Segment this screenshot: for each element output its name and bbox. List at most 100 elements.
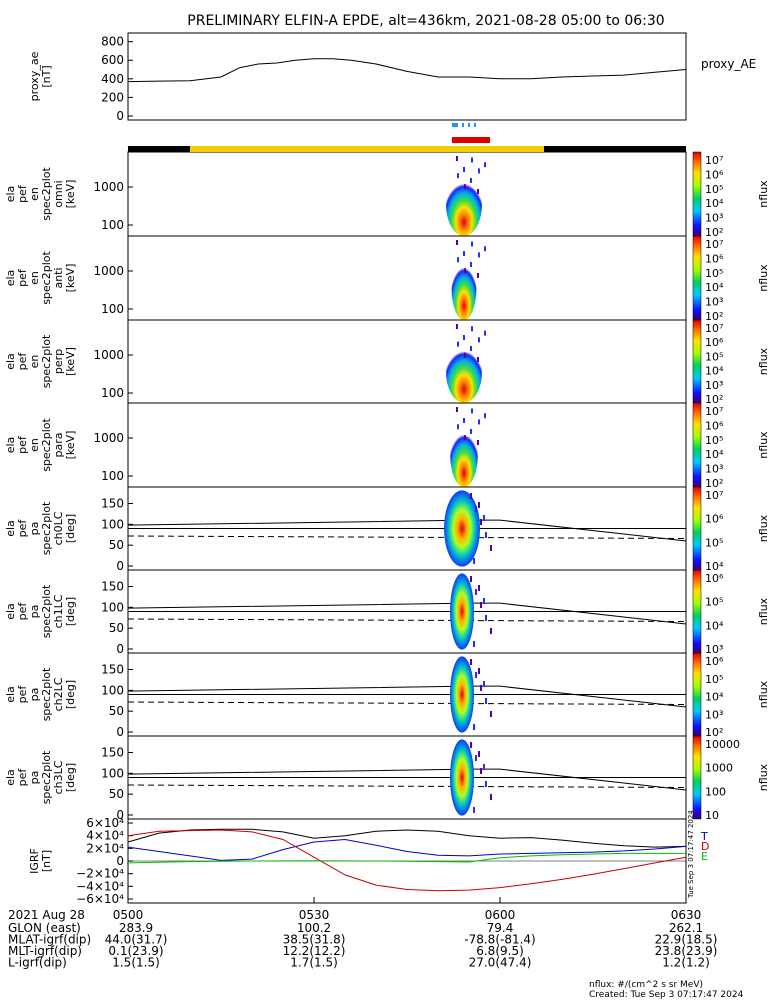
colorbar-8: [692, 735, 702, 820]
xrow-label-1: MLAT-igrf(dip): [8, 933, 91, 947]
colorbar-tick-6-0: 10⁶: [705, 572, 724, 585]
ytick-3-1: 100: [101, 386, 124, 400]
colorbar-tick-7-4: 10²: [705, 726, 723, 739]
side-timestamp: Tue Sep 3 07:17:47 2024: [687, 810, 695, 899]
colorbar-tick-5-1: 10⁶: [705, 513, 724, 526]
pa-speck-7-2: [480, 685, 482, 691]
colorbar-tick-6-3: 10³: [705, 643, 723, 656]
xtick-2: 0600: [485, 908, 516, 922]
pa-speck-8-4: [490, 794, 492, 800]
ytick-1-0: 1000: [93, 180, 124, 194]
spectrogram-speck-1-5: [457, 173, 459, 179]
pa-speck-7-3: [485, 698, 487, 704]
colorbar-tick-7-1: 10⁵: [705, 673, 723, 686]
ylabel-4-5: [keV]: [64, 431, 77, 460]
colorbar-label-2: nflux: [757, 264, 770, 292]
ylabel-1-3: spec2plot: [40, 167, 53, 221]
ylabel-8-1: pef: [16, 768, 29, 787]
xtick-3: 0630: [671, 908, 702, 922]
pa-blob-7: [450, 656, 474, 733]
spectrogram-speck-1-8: [478, 168, 480, 174]
colorbar-7: [692, 652, 702, 737]
created-stamp: Created: Tue Sep 3 07:17:47 2024: [589, 990, 744, 1000]
xrow-label-0: GLON (east): [8, 921, 81, 935]
ytick-2-1: 100: [101, 302, 124, 316]
ytick-9-1: 4×10⁴: [86, 829, 124, 843]
ytick-6-2: 50: [109, 621, 124, 635]
pa-speck-6-7: [483, 598, 485, 604]
pa-speck-8-2: [480, 768, 482, 774]
xrow-value-2-2: 6.8(9.5): [476, 944, 524, 958]
pa-speck-5-0: [470, 493, 472, 499]
ytick-4-1: 100: [101, 469, 124, 483]
xrow-value-3-2: 27.0(47.4): [469, 956, 532, 970]
ylabel-7-0: ela: [4, 686, 17, 703]
pa-speck-7-5: [473, 724, 475, 730]
colorbar-tick-7-2: 10⁴: [705, 691, 724, 704]
spectrogram-speck-4-5: [457, 424, 459, 430]
pa-speck-8-6: [478, 751, 480, 757]
ylabel-1-2: en: [28, 187, 41, 201]
colorbar-tick-5-0: 10⁷: [705, 489, 723, 502]
ylabel-4-1: pef: [16, 435, 29, 454]
colorbar-label-8: nflux: [757, 763, 770, 791]
ytick-8-3: 0: [116, 808, 124, 822]
colorbar-tick-1-2: 10⁵: [705, 183, 723, 196]
ylabel-5-1: pef: [16, 519, 29, 538]
pa-speck-6-5: [473, 641, 475, 647]
ytick-6-0: 150: [101, 580, 124, 594]
ylabel-6-3: spec2plot: [40, 584, 53, 638]
ylabel-6-5: [deg]: [64, 597, 77, 626]
pa-blob-6: [450, 573, 474, 650]
pa-speck-7-7: [483, 681, 485, 687]
spectrogram-blob-4: [450, 423, 478, 487]
pa-speck-6-3: [485, 615, 487, 621]
panel-frame-3: [127, 319, 687, 404]
ytick-7-3: 0: [116, 725, 124, 739]
spectrogram-speck-3-5: [457, 341, 459, 347]
colorbar-2: [692, 235, 702, 321]
pa-speck-5-2: [480, 519, 482, 525]
ylabel-2-5: [keV]: [64, 264, 77, 293]
spectrogram-speck-1-3: [477, 189, 479, 194]
spectrogram-speck-2-4: [484, 246, 486, 252]
ylabel-4-3: spec2plot: [40, 418, 53, 472]
colorbar-tick-2-5: 10²: [705, 310, 723, 323]
panel-frame-1: [127, 151, 687, 237]
ytick-0-1: 600: [101, 53, 124, 67]
flux-units: nflux: #/(cm^2 s sr MeV): [589, 980, 703, 990]
proxy-ae-legend: proxy_AE: [701, 57, 756, 71]
ylabel-0-0: proxy_ae: [28, 51, 41, 101]
xrow-value-0-0: 283.9: [119, 921, 153, 935]
colorbar-tick-2-3: 10⁴: [705, 281, 724, 294]
ylabel-2-1: pef: [16, 268, 29, 287]
ylabel-7-1: pef: [16, 685, 29, 704]
colorbar-tick-2-0: 10⁷: [705, 238, 723, 251]
ylabel-6-1: pef: [16, 602, 29, 621]
xrow-value-3-0: 1.5(1.5): [112, 956, 160, 970]
ylabel-1-1: pef: [16, 184, 29, 203]
spectrogram-speck-2-8: [478, 252, 480, 258]
xrow-value-0-1: 100.2: [297, 921, 331, 935]
spectrogram-blob-2: [451, 256, 477, 320]
pa-blob-5: [444, 490, 480, 567]
spectrogram-speck-1-7: [471, 157, 473, 163]
ylabel-1-0: ela: [4, 186, 17, 203]
spectrogram-speck-1-6: [464, 184, 466, 190]
pa-speck-8-0: [470, 742, 472, 748]
ytick-5-3: 0: [116, 559, 124, 573]
colorbar-tick-4-4: 10³: [705, 463, 723, 476]
orbit-bar-black-left: [128, 146, 190, 152]
xrow-value-2-3: 23.8(23.9): [655, 944, 718, 958]
spectrogram-speck-2-3: [477, 273, 479, 278]
ytick-0-4: 0: [116, 109, 124, 123]
colorbar-tick-1-3: 10⁴: [705, 197, 724, 210]
colorbar-tick-1-0: 10⁷: [705, 154, 723, 167]
colorbar-tick-4-3: 10⁴: [705, 448, 724, 461]
pa-speck-6-6: [478, 585, 480, 591]
spectrogram-speck-2-2: [470, 262, 472, 267]
orbit-bar-black-right: [544, 146, 686, 152]
colorbar-tick-3-1: 10⁶: [705, 336, 724, 349]
spectrogram-speck-4-3: [477, 440, 479, 445]
